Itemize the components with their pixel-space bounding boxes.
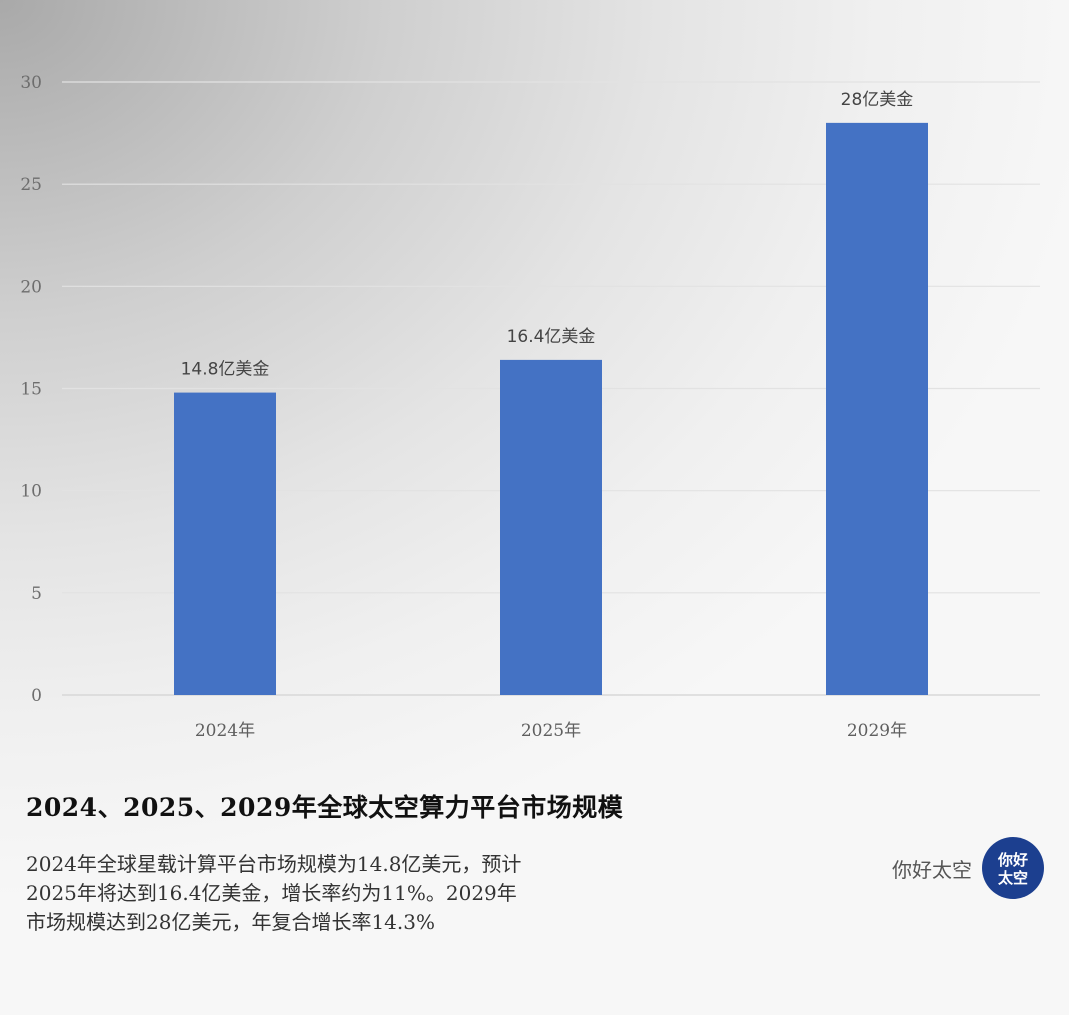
brand-name: 你好太空 [892, 857, 972, 882]
y-tick-label: 25 [20, 175, 42, 195]
x-category-label: 2024年 [195, 721, 255, 741]
x-category-label: 2029年 [847, 721, 907, 741]
data-label: 14.8亿美金 [181, 360, 270, 380]
chart-headline: 2024、2025、2029年全球太空算力平台市场规模 [26, 793, 624, 822]
chart-svg: 0 5 10 15 20 25 30 14.8亿美金 2024年 16.4亿美金 2025年 28亿美… [20, 73, 1040, 741]
y-tick-label: 30 [20, 73, 42, 93]
svg-text:你好: 你好 [997, 851, 1028, 869]
y-tick-label: 5 [31, 584, 42, 604]
hello-space-logo-icon: 你好 太空 [982, 837, 1044, 899]
y-tick-label: 20 [20, 277, 42, 297]
y-tick-label: 15 [20, 380, 42, 400]
brand-mark: 你好太空 你好 太空 [892, 837, 1044, 899]
svg-text:太空: 太空 [998, 869, 1028, 887]
y-tick-label: 10 [20, 482, 42, 502]
y-tick-label: 0 [31, 686, 42, 706]
bar [826, 122, 928, 695]
bar-chart: 0 5 10 15 20 25 30 14.8亿美金 2024年 16.4亿美金 2025年 28亿美… [20, 73, 1040, 741]
chart-description: 2024年全球星载计算平台市场规模为14.8亿美元，预计2025年将达到16.4… [26, 852, 522, 934]
data-label: 16.4亿美金 [507, 327, 596, 347]
x-category-label: 2025年 [521, 721, 581, 741]
bar [500, 359, 602, 695]
bar [174, 392, 276, 695]
data-label: 28亿美金 [841, 90, 914, 110]
